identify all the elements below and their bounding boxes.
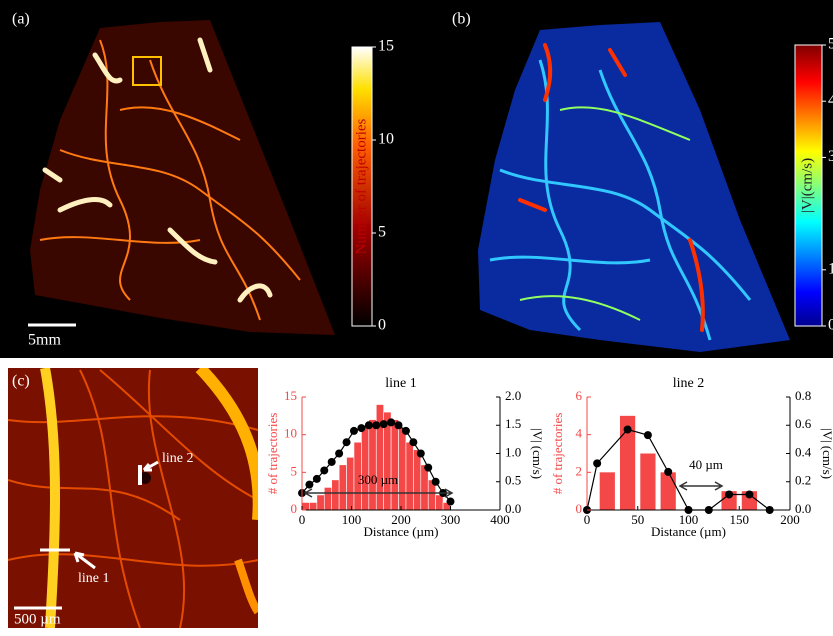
marker: [644, 431, 652, 439]
histogram-bar: [317, 495, 324, 510]
marker: [447, 498, 455, 506]
histogram-bar: [309, 502, 316, 510]
marker: [328, 458, 336, 466]
x-tick-label: 0: [299, 512, 306, 527]
colorbar-tick-label: 15: [378, 38, 394, 55]
colorbar-tick-label: 5: [378, 224, 386, 241]
x-tick-label: 100: [342, 512, 362, 527]
panel-label: (b): [452, 11, 471, 28]
colorbar-tick-label: 3: [828, 148, 833, 165]
figure: (a) 5mm (b) (c) 500 µm line 1 line 2 0 5 1…: [0, 0, 833, 636]
histogram-bar: [436, 495, 443, 510]
zoom-image: [8, 368, 259, 628]
marker-label: line 1: [78, 571, 110, 586]
marker: [372, 421, 380, 429]
panel-label: (c): [12, 373, 30, 390]
histogram-bar: [339, 465, 346, 510]
bar: [661, 472, 676, 510]
histogram-bar: [413, 450, 420, 510]
marker: [402, 427, 410, 435]
y-tick-label: 10: [284, 426, 297, 441]
x-tick-label: 0: [584, 512, 591, 527]
colorbar-tick-label: 5: [828, 36, 833, 53]
colorbar-label: |V|(cm/s): [799, 158, 815, 213]
y-tick-label: 15: [284, 388, 297, 403]
colorbar-tick-label: 0: [378, 317, 386, 334]
bar: [640, 454, 655, 511]
histogram-bar: [391, 420, 398, 510]
marker: [350, 427, 358, 435]
y-tick-label: 2: [576, 463, 583, 478]
histogram-bar: [421, 465, 428, 510]
marker: [725, 490, 733, 498]
x-tick-label: 50: [631, 512, 644, 527]
colorbar-tick-label: 4: [828, 92, 833, 109]
marker: [380, 420, 388, 428]
y2-axis-label: |V| (cm/s): [820, 428, 833, 479]
y2-tick-label: 0.0: [505, 501, 521, 516]
histogram-bar: [406, 442, 413, 510]
y-tick-label: 0: [291, 501, 298, 516]
x-tick-label: 300: [441, 512, 461, 527]
y2-tick-label: 0.6: [795, 416, 812, 431]
x-axis-label: Distance (µm): [651, 524, 726, 539]
y2-tick-label: 0.8: [795, 388, 811, 403]
histogram-bar: [369, 420, 376, 510]
y2-axis-label: |V| (cm/s): [530, 428, 545, 479]
colorbar-tick-label: 10: [378, 131, 394, 148]
marker: [387, 418, 395, 426]
marker: [343, 438, 351, 446]
y2-tick-label: 0.2: [795, 473, 811, 488]
marker: [313, 475, 321, 483]
marker: [320, 466, 328, 474]
y2-tick-label: 1.5: [505, 416, 521, 431]
x-tick-label: 150: [730, 512, 750, 527]
bar: [600, 472, 615, 510]
histogram-bar: [361, 427, 368, 510]
scale-bar-label: 500 µm: [14, 611, 61, 627]
y2-tick-label: 0.0: [795, 501, 811, 516]
marker: [357, 424, 365, 432]
histogram-bar: [302, 502, 309, 510]
histogram-bar: [347, 457, 354, 510]
marker: [745, 490, 753, 498]
y-tick-label: 5: [291, 463, 298, 478]
y-tick-label: 6: [576, 388, 583, 403]
colorbar-label: Number of trajectories: [353, 118, 369, 254]
annotation-arrow: [680, 482, 722, 490]
y2-tick-label: 0.5: [505, 473, 521, 488]
y2-tick-label: 2.0: [505, 388, 521, 403]
marker: [432, 478, 440, 486]
y-tick-label: 4: [576, 426, 583, 441]
y2-tick-label: 0.4: [795, 444, 812, 459]
marker: [424, 464, 432, 472]
y-axis-label: # of trajectories: [265, 413, 280, 495]
marker: [395, 421, 403, 429]
y-tick-label: 0: [576, 501, 583, 516]
y-axis-label: # of trajectories: [550, 413, 565, 495]
marker: [305, 481, 313, 489]
annotation: 40 µm: [689, 457, 723, 472]
annotation: 300 µm: [358, 472, 398, 487]
marker: [365, 421, 373, 429]
histogram-bar: [324, 487, 331, 510]
chart-title: line 2: [673, 376, 705, 391]
x-axis-label: Distance (µm): [364, 524, 439, 539]
marker: [624, 425, 632, 433]
histogram-bar: [399, 427, 406, 510]
y2-tick-label: 1.0: [505, 444, 521, 459]
panel-label: (a): [12, 11, 30, 28]
colorbar-tick-label: 1: [828, 260, 833, 277]
colorbar-tick-label: 0: [828, 317, 833, 334]
chart-title: line 1: [385, 376, 417, 391]
marker: [409, 438, 417, 446]
marker-label: line 2: [162, 451, 194, 466]
histogram-bar: [332, 480, 339, 510]
marker: [417, 450, 425, 458]
marker: [335, 450, 343, 458]
marker: [593, 459, 601, 467]
scale-bar-label: 5mm: [28, 332, 61, 349]
marker: [664, 468, 672, 476]
